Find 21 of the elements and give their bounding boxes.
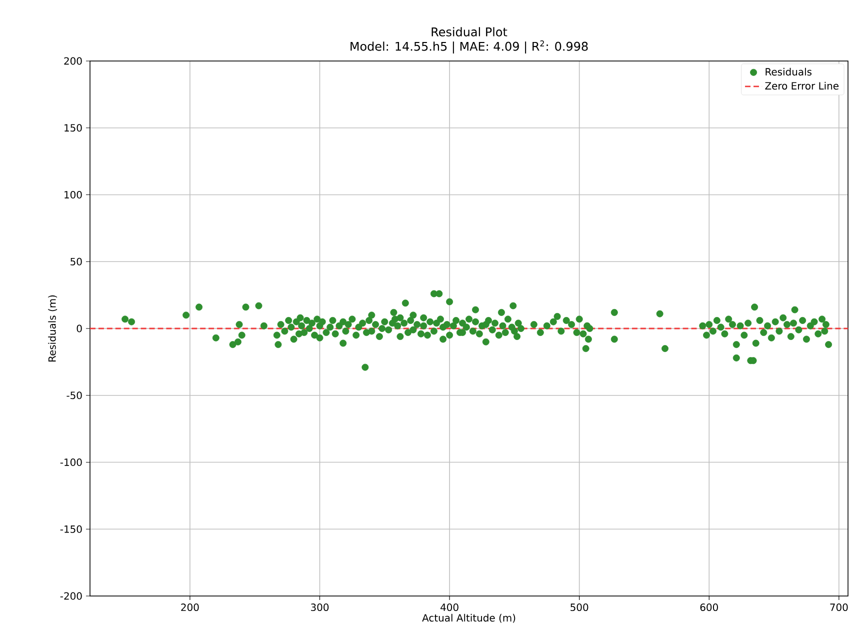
y-tick-label: 50	[70, 258, 82, 266]
y-tick-label: 100	[64, 190, 82, 199]
x-tick-label: 700	[830, 603, 848, 612]
y-tick-label: 150	[64, 124, 82, 132]
y-tick-label: -50	[66, 392, 82, 400]
legend-label: Zero Error Line	[765, 82, 839, 90]
chart-title: Residual Plot	[432, 27, 508, 36]
x-tick-label: 600	[700, 603, 718, 612]
x-tick-label: 400	[440, 603, 458, 612]
y-tick-label: -200	[60, 592, 82, 600]
y-axis-title: Residuals (m)	[48, 295, 58, 362]
y-tick-label: -100	[60, 458, 82, 466]
y-tick-label: -150	[60, 525, 82, 533]
chart-subtitle: Model: 14.55.h5 | MAE: 4.09 | R$^{2}$: 0.998	[350, 40, 588, 54]
x-tick-label: 200	[181, 603, 199, 612]
y-tick-label: 0	[76, 324, 82, 332]
x-tick-label: 300	[311, 603, 329, 612]
y-tick-label: 200	[64, 57, 82, 65]
x-axis-title: Actual Altitude (m)	[422, 614, 516, 623]
x-tick-label: 500	[570, 603, 588, 612]
legend-label: Residuals	[766, 68, 812, 76]
